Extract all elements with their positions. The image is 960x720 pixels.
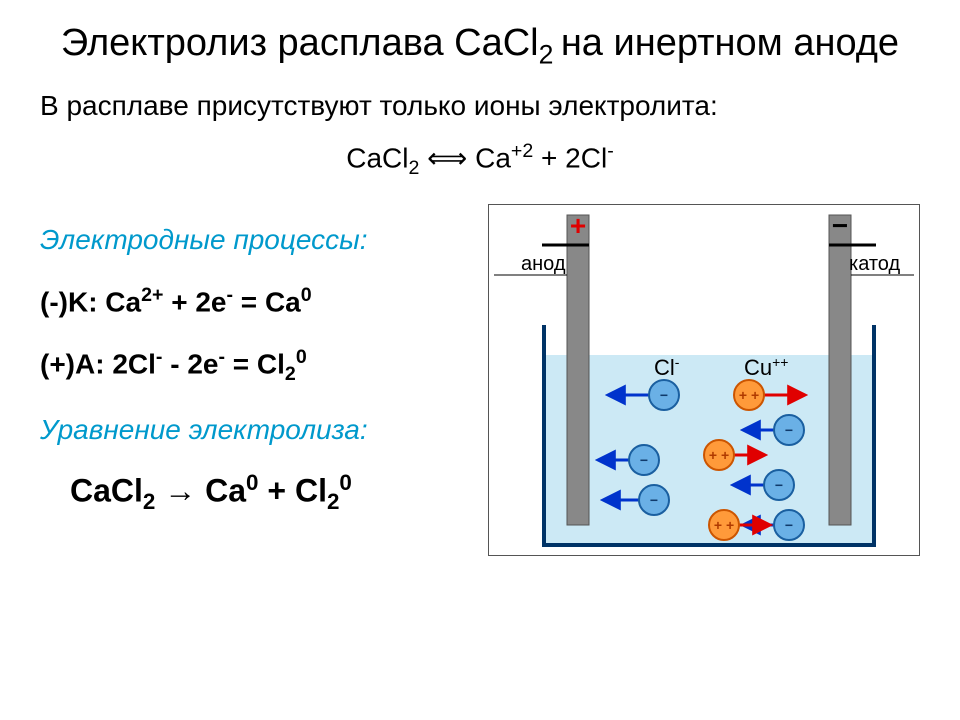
svg-text:катод: катод <box>849 253 900 275</box>
cathode-equation: (-)K: Ca2+ + 2e- = Ca0 <box>40 284 478 318</box>
dissociation-equation: CaCl2 ⟺ Ca+2 + 2Cl- <box>40 140 920 180</box>
slide-title: Электролиз расплава CaCl2 на инертном ан… <box>40 20 920 72</box>
intro-text: В расплаве присутствуют только ионы элек… <box>40 90 920 122</box>
content-row: Электродные процессы: (-)K: Ca2+ + 2e- =… <box>40 204 920 556</box>
svg-text:анод: анод <box>521 253 566 275</box>
svg-text:−: − <box>650 492 658 508</box>
svg-text:+: + <box>570 210 586 241</box>
svg-text:+ +: + + <box>714 517 734 533</box>
overall-equation: CaCl2 → Ca0 + Cl20 <box>70 470 478 515</box>
svg-text:−: − <box>785 422 793 438</box>
svg-text:−: − <box>640 452 648 468</box>
diagram-svg: +−анодкатодCl-Cu++−−−−−−+ ++ ++ + <box>489 205 919 555</box>
left-column: Электродные процессы: (-)K: Ca2+ + 2e- =… <box>40 204 478 556</box>
svg-text:−: − <box>660 387 668 403</box>
svg-text:−: − <box>832 210 848 241</box>
svg-text:−: − <box>785 517 793 533</box>
processes-heading: Электродные процессы: <box>40 224 478 256</box>
overall-heading: Уравнение электролиза: <box>40 414 478 446</box>
svg-text:−: − <box>775 477 783 493</box>
electrolysis-diagram: +−анодкатодCl-Cu++−−−−−−+ ++ ++ + <box>488 204 920 556</box>
anode-equation: (+)А: 2Cl- - 2e- = Cl20 <box>40 346 478 386</box>
svg-text:+ +: + + <box>709 447 729 463</box>
svg-text:+ +: + + <box>739 387 759 403</box>
